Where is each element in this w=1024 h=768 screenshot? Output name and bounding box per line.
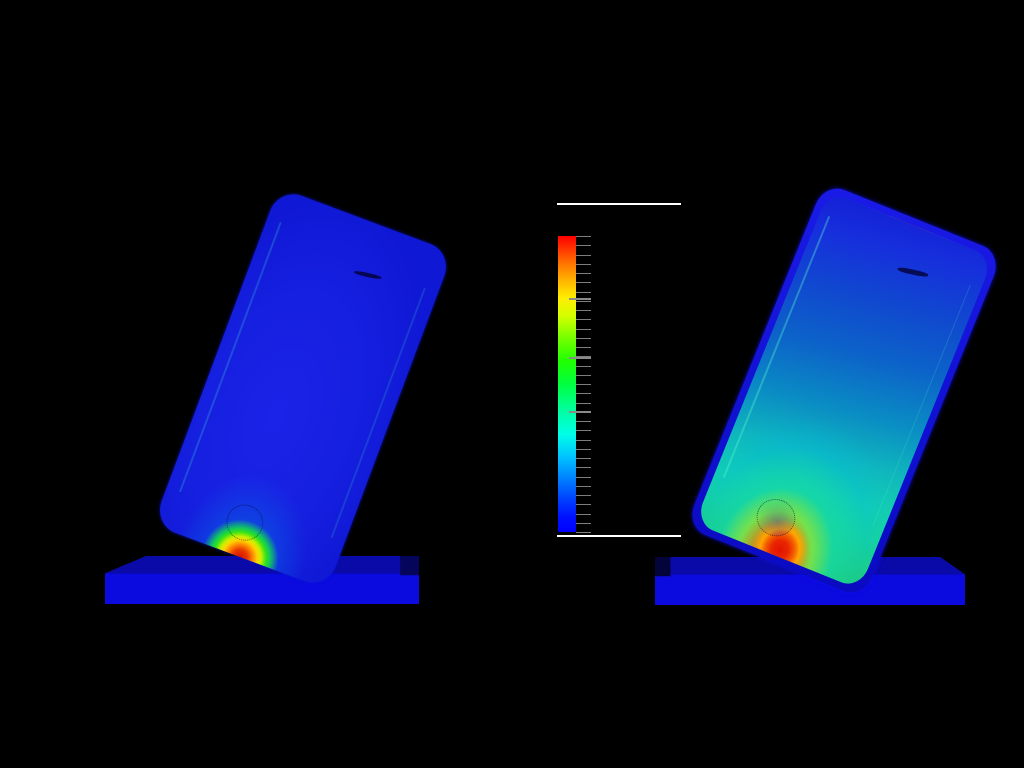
colorbar-tick xyxy=(576,273,591,274)
colorbar-tick xyxy=(576,514,591,515)
slab-side-face xyxy=(655,557,671,577)
colorbar-tick xyxy=(576,301,591,302)
colorbar-tick xyxy=(576,486,591,487)
colorbar-tick xyxy=(576,467,591,468)
colorbar-tick xyxy=(576,440,591,441)
slab-side-face xyxy=(400,556,419,576)
colorbar-gradient xyxy=(558,236,576,532)
colorbar-tick xyxy=(576,430,591,431)
colorbar-tick xyxy=(576,366,591,367)
colorbar-tick xyxy=(576,495,591,496)
colorbar-tick xyxy=(576,347,591,348)
colorbar-tick xyxy=(576,458,591,459)
colorbar-tick xyxy=(576,264,591,265)
colorbar-major-tick xyxy=(569,357,591,359)
colorbar-major-tick xyxy=(569,298,591,300)
colorbar-tick xyxy=(576,393,591,394)
slab-front-face xyxy=(655,574,965,605)
colorbar-tick xyxy=(576,449,591,450)
colorbar-tick xyxy=(576,421,591,422)
colorbar-tick xyxy=(576,532,591,533)
colorbar-tick xyxy=(576,477,591,478)
impact-slab-left xyxy=(105,556,419,604)
colorbar-tick xyxy=(576,356,591,357)
colorbar-tick xyxy=(576,403,591,404)
colorbar-tick xyxy=(576,523,591,524)
colorbar-tick xyxy=(576,375,591,376)
colorbar-tick xyxy=(576,282,591,283)
colorbar-tick xyxy=(576,504,591,505)
phone-drop-right xyxy=(512,0,1024,768)
colorbar-tick xyxy=(576,255,591,256)
colorbar-tick xyxy=(576,329,591,330)
colorbar-tick xyxy=(576,338,591,339)
colorbar-tick xyxy=(576,319,591,320)
colorbar-tick xyxy=(576,384,591,385)
slab-front-face xyxy=(105,573,419,604)
colorbar-major-tick xyxy=(569,411,591,413)
colorbar-tick xyxy=(576,310,591,311)
legend-bottom-rule xyxy=(557,535,681,537)
legend-top-rule xyxy=(557,203,681,205)
colorbar-tick xyxy=(576,245,591,246)
phone-drop-left xyxy=(105,187,454,604)
colorbar-tick xyxy=(576,236,591,237)
colorbar-tick xyxy=(576,292,591,293)
